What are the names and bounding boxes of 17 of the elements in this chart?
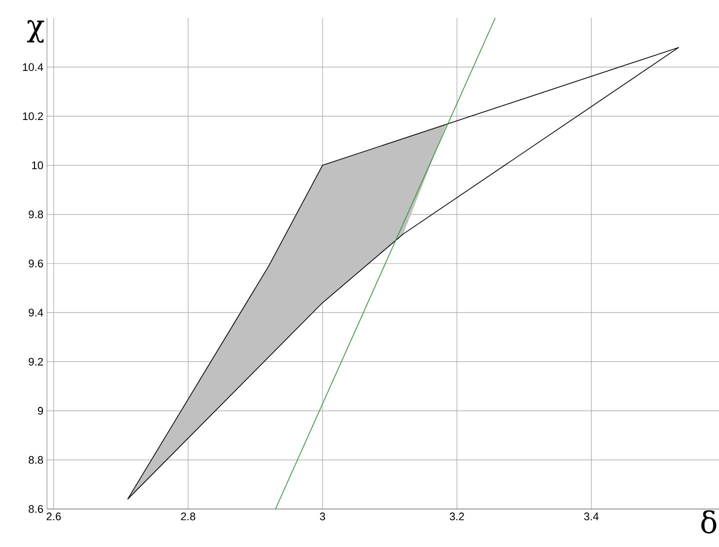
y-tick-label: 9.8 [28,210,43,218]
x-tick-label: 2.6 [46,512,61,520]
x-tick-label: 3.2 [450,512,464,520]
x-axis-title: δ [701,510,716,534]
x-tick-label: 3.4 [584,512,599,520]
y-tick-label: 8.6 [28,505,43,513]
x-tick-label: 3 [320,512,326,520]
y-tick-label: 8.8 [28,456,43,464]
y-tick-label: 9.2 [28,358,43,366]
y-axis-title: χ [27,20,44,43]
y-tick-label: 10 [32,161,44,170]
y-tick-label: 10.2 [22,112,43,120]
y-tick-label: 10.4 [22,63,44,71]
y-tick-label: 9.4 [28,308,44,316]
x-tick-label: 2.8 [181,512,196,520]
y-tick-label: 9.6 [28,260,43,268]
y-tick-label: 9 [38,406,43,415]
